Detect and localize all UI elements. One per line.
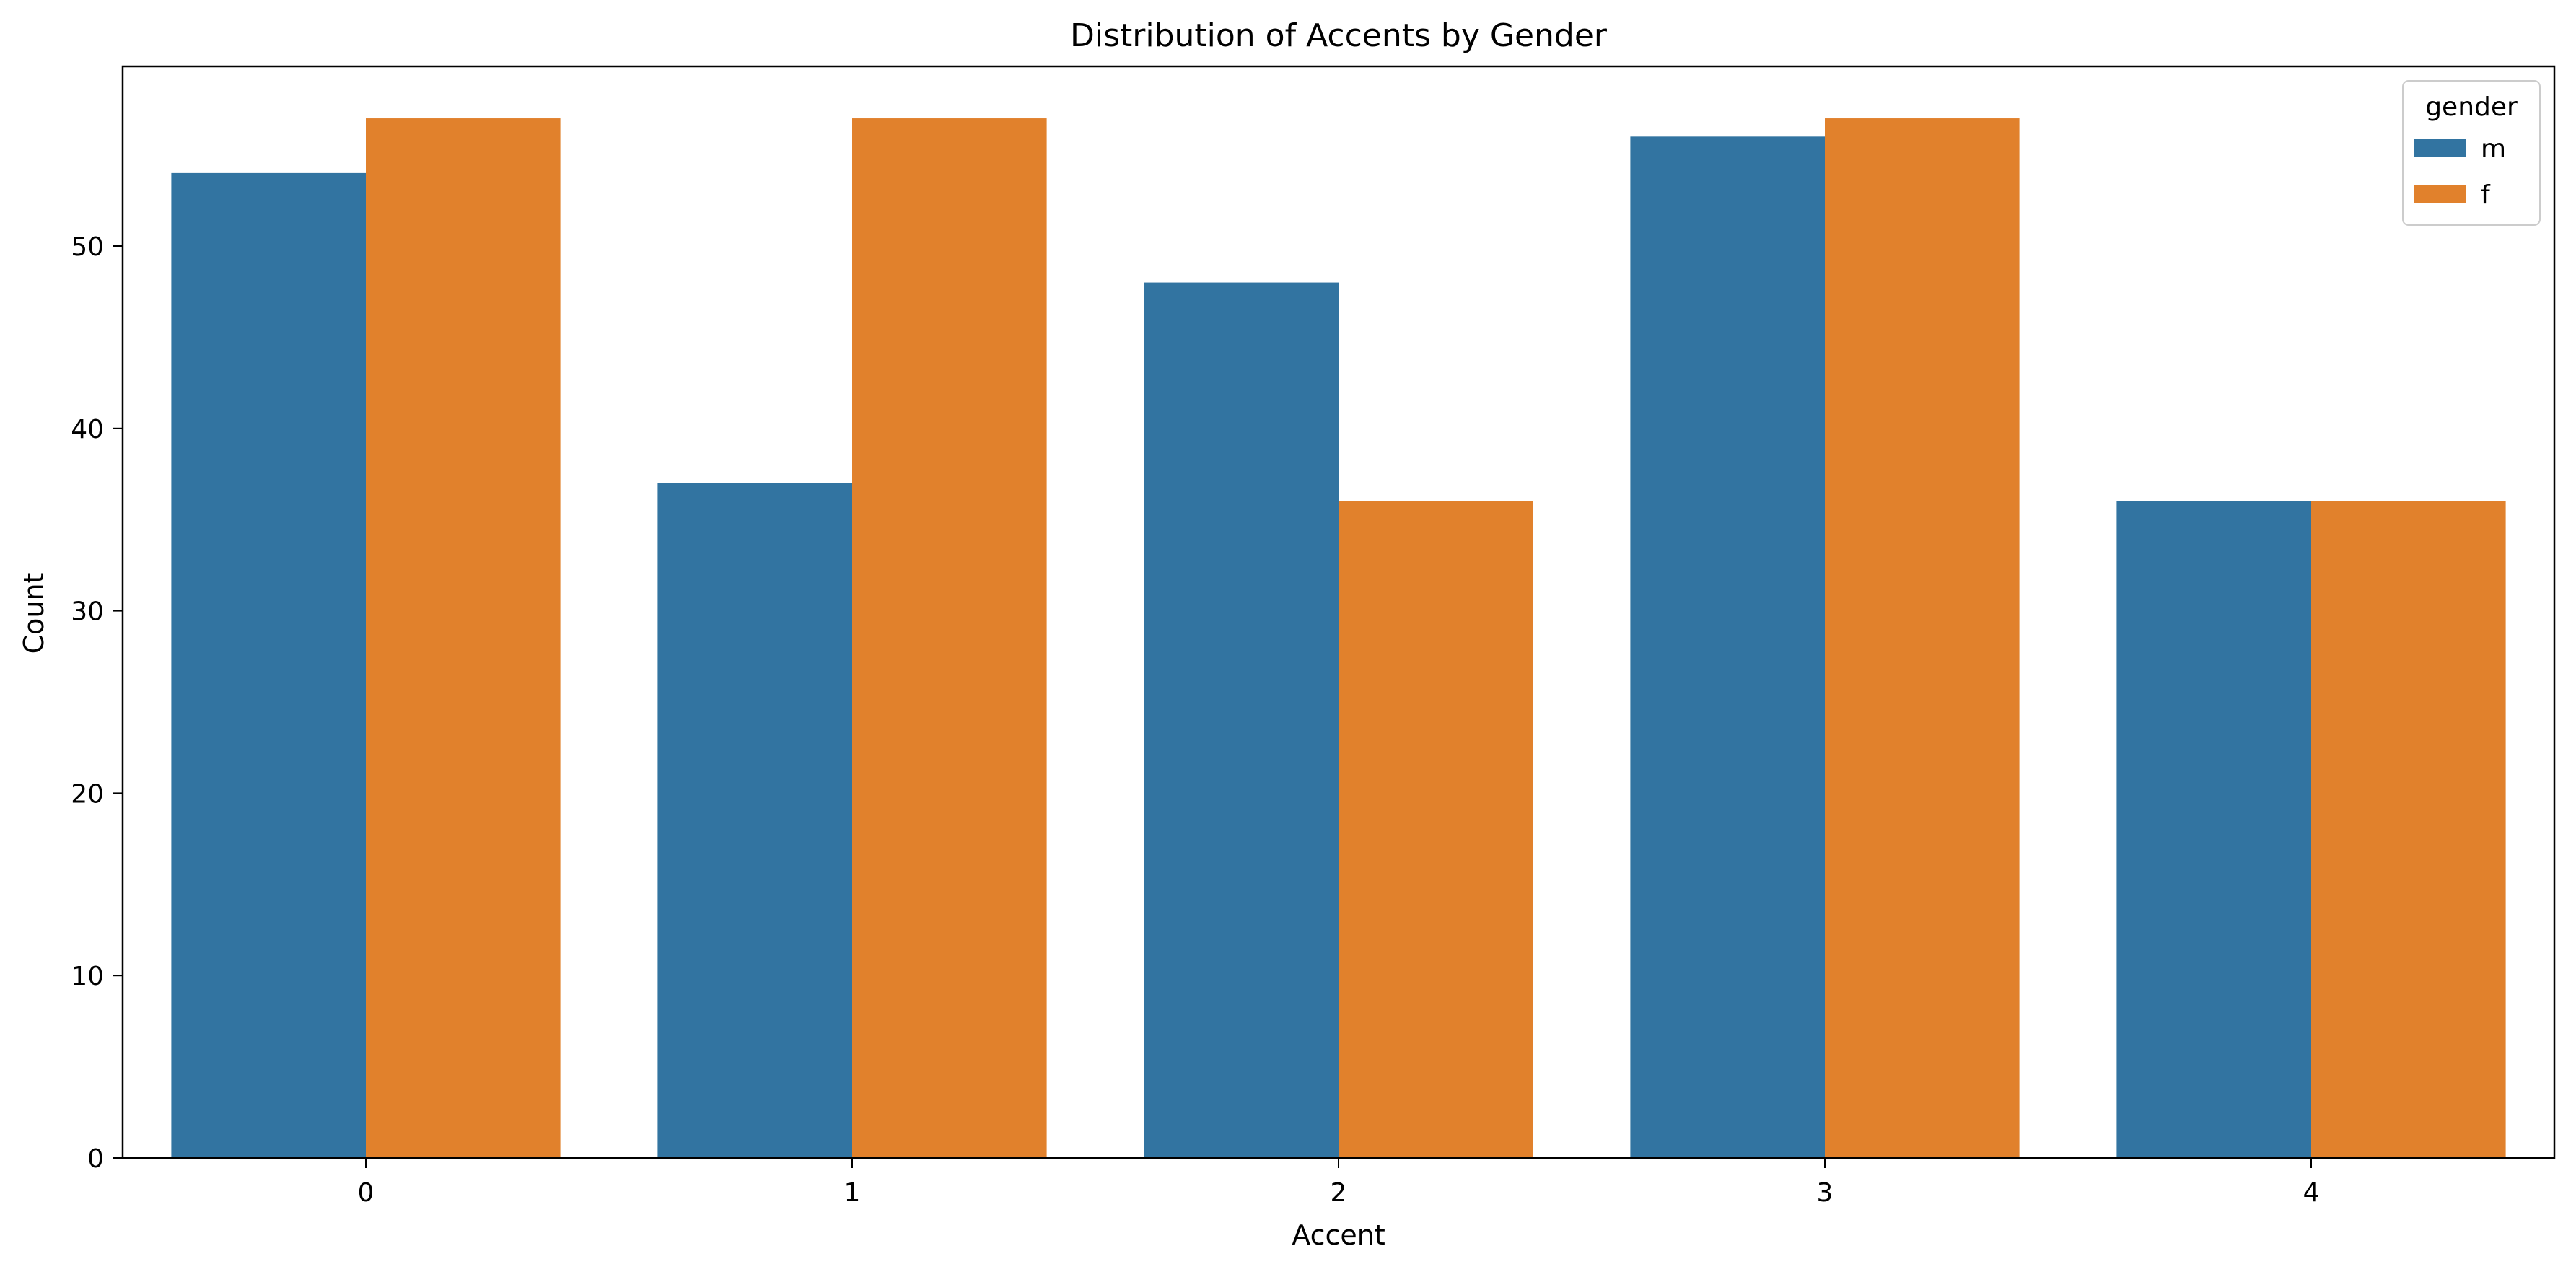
legend-label-m: m — [2481, 134, 2506, 164]
legend-label-f: f — [2481, 180, 2491, 210]
plot-area: 0 10 20 30 40 50 0 1 2 3 4 — [71, 65, 2556, 1208]
y-tick-label-30: 30 — [71, 597, 104, 627]
x-tick-label-4: 4 — [2303, 1178, 2320, 1208]
legend: gender m f — [2402, 80, 2541, 226]
bar-m-2 — [1144, 282, 1339, 1158]
bar-m-1 — [657, 483, 852, 1158]
legend-swatch-m — [2414, 139, 2466, 157]
x-tick-label-1: 1 — [844, 1178, 861, 1208]
y-axis-label: Count — [18, 573, 50, 654]
x-tick-label-2: 2 — [1331, 1178, 1347, 1208]
bar-m-0 — [171, 172, 366, 1159]
chart-title: Distribution of Accents by Gender — [1070, 17, 1608, 54]
y-tick-label-40: 40 — [71, 415, 104, 444]
bar-f-1 — [852, 118, 1047, 1159]
y-tick-label-0: 0 — [87, 1144, 104, 1174]
bar-m-4 — [2116, 501, 2311, 1158]
y-tick-label-10: 10 — [71, 962, 104, 991]
x-tick-label-0: 0 — [358, 1178, 374, 1208]
legend-swatch-f — [2414, 185, 2466, 203]
bar-f-2 — [1339, 501, 1533, 1158]
bar-f-3 — [1825, 118, 2020, 1159]
bar-f-4 — [2311, 501, 2506, 1158]
bar-f-0 — [366, 118, 561, 1159]
bar-m-3 — [1630, 136, 1825, 1158]
legend-title: gender — [2425, 92, 2518, 122]
axes-frame — [121, 65, 2556, 1159]
x-tick-label-3: 3 — [1817, 1178, 1834, 1208]
y-tick-label-20: 20 — [71, 779, 104, 809]
x-axis-label: Accent — [1292, 1219, 1385, 1251]
y-tick-label-50: 50 — [71, 232, 104, 262]
